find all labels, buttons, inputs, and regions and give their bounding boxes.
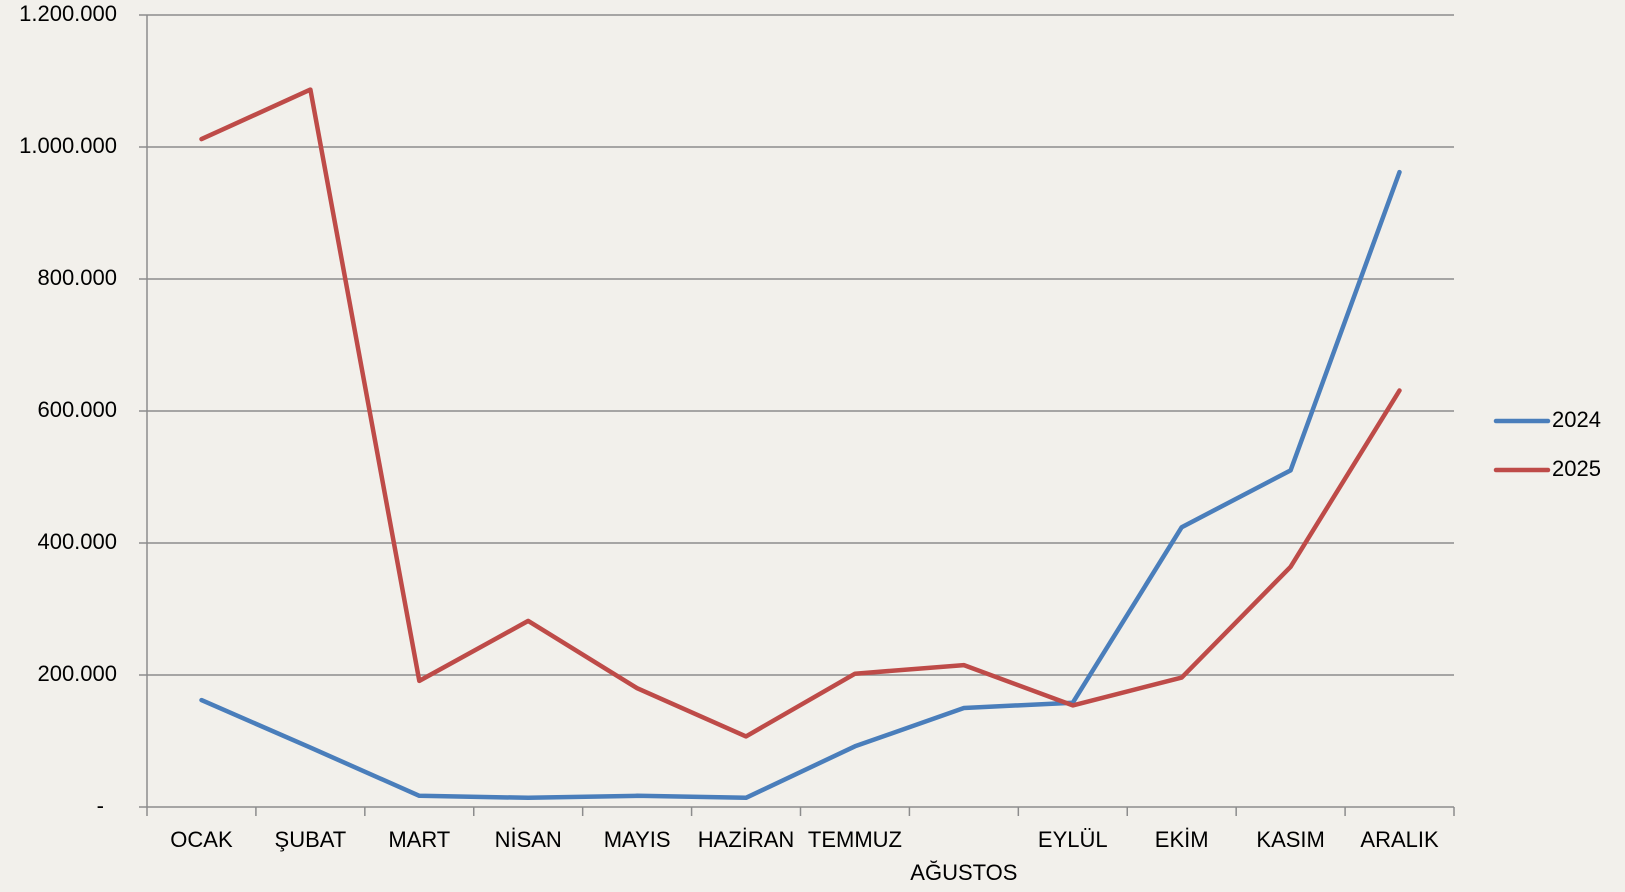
y-tick-label: - bbox=[97, 793, 104, 818]
x-tick-label: EYLÜL bbox=[1038, 827, 1108, 852]
y-tick-label: 400.000 bbox=[37, 529, 117, 554]
x-tick-label: EKİM bbox=[1155, 827, 1209, 852]
legend-label: 2024 bbox=[1552, 407, 1601, 432]
x-tick-label: MAYIS bbox=[604, 827, 671, 852]
x-tick-label: TEMMUZ bbox=[808, 827, 902, 852]
x-tick-label: OCAK bbox=[170, 827, 233, 852]
series-line bbox=[199, 169, 1402, 801]
y-tick-label: 200.000 bbox=[37, 661, 117, 686]
x-tick-label: KASIM bbox=[1256, 827, 1324, 852]
x-tick-label: HAZİRAN bbox=[698, 827, 795, 852]
y-tick-label: 1.200.000 bbox=[19, 1, 117, 26]
x-tick-label: ARALIK bbox=[1360, 827, 1439, 852]
y-tick-label: 800.000 bbox=[37, 265, 117, 290]
x-tick-label: AĞUSTOS bbox=[910, 860, 1017, 885]
x-tick-label: NİSAN bbox=[495, 827, 562, 852]
x-tick-label: MART bbox=[388, 827, 450, 852]
series-line bbox=[199, 87, 1402, 739]
y-tick-label: 600.000 bbox=[37, 397, 117, 422]
legend-label: 2025 bbox=[1552, 456, 1601, 481]
x-tick-label: ŞUBAT bbox=[275, 827, 347, 852]
y-tick-label: 1.000.000 bbox=[19, 133, 117, 158]
